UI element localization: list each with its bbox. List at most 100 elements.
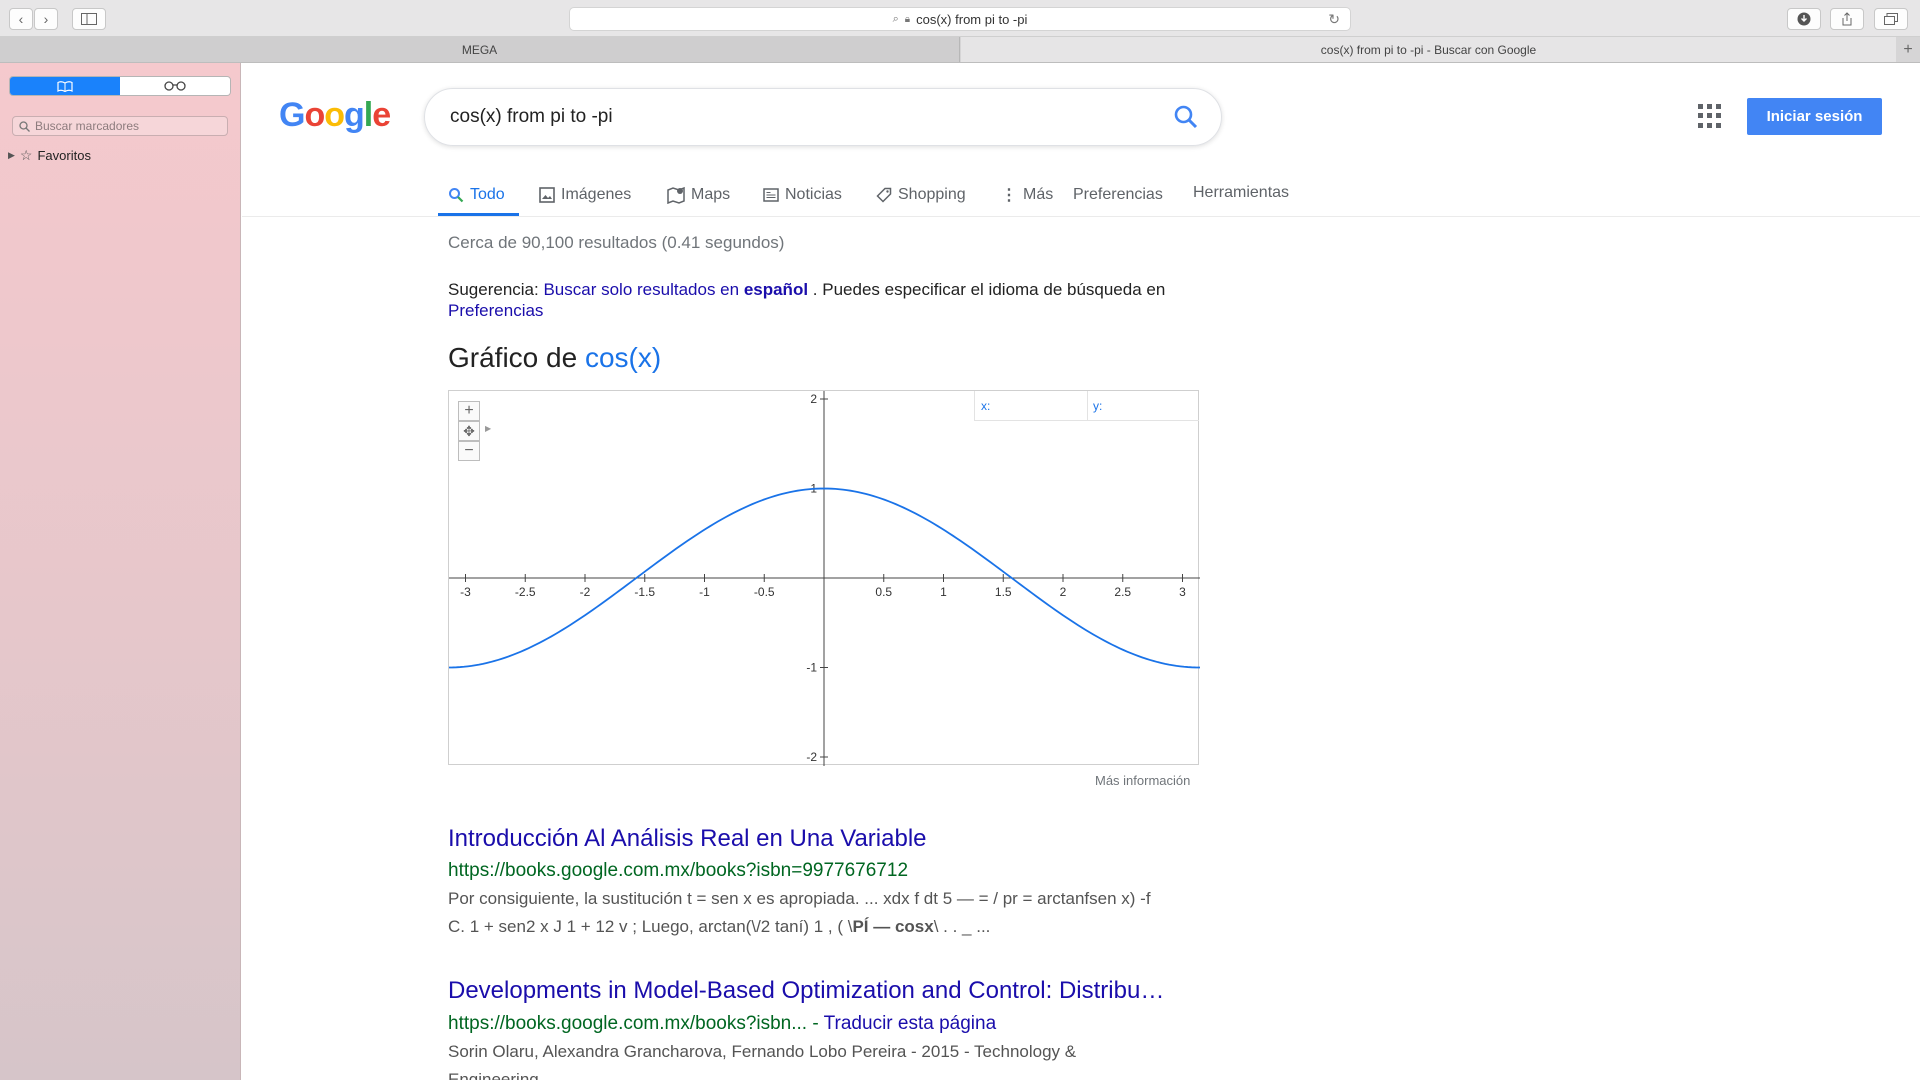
bookmarks-sidebar: Buscar marcadores ▶ ☆ Favoritos <box>0 63 241 1080</box>
tab-mas[interactable]: ⋮ Más <box>1001 176 1053 214</box>
function-graph[interactable]: -3 -2.5 -2 -1.5 -1 -0.5 0.5 1 1.5 2 2.5 3 2 1 -1 -2 x: … <box>448 390 1200 766</box>
tab-label: Shopping <box>898 186 966 203</box>
logo-letter: l <box>363 95 374 134</box>
tab-mega[interactable]: MEGA <box>0 37 960 62</box>
snippet-line: Por consiguiente, la sustitución t = sen… <box>448 889 1151 908</box>
x-tick-label: 1.5 <box>995 585 1012 599</box>
logo-letter: o <box>304 95 325 134</box>
tab-imagenes[interactable]: Imágenes <box>539 176 631 214</box>
bookmarks-search-placeholder: Buscar marcadores <box>35 119 140 133</box>
translate-page-link[interactable]: Traducir esta página <box>823 1013 997 1034</box>
tab-label: Maps <box>691 186 731 203</box>
tab-label: cos(x) from pi to -pi - Buscar con Googl… <box>1320 42 1537 57</box>
pan-button[interactable]: ✥ <box>458 421 480 441</box>
snippet-line: \ . . _ ... <box>933 917 991 936</box>
disclosure-triangle-icon[interactable]: ▶ <box>8 150 15 160</box>
search-query: cos(x) from pi to -pi <box>450 106 613 127</box>
result-title-link[interactable]: Developments in Model-Based Optimization… <box>448 977 1165 1004</box>
language-suggestion: Sugerencia: Buscar solo resultados en es… <box>448 279 1208 321</box>
result-url[interactable]: https://books.google.com.mx/books?isbn=9… <box>448 860 909 881</box>
logo-letter: G <box>279 95 305 134</box>
x-tick-label: 0.5 <box>875 585 892 599</box>
tabs-overview-button[interactable] <box>1874 8 1908 30</box>
graph-title: Gráfico de cos(x) <box>448 342 661 374</box>
x-tick-label: -1 <box>699 585 710 599</box>
glasses-icon <box>164 81 186 91</box>
sidebar-icon <box>81 13 97 25</box>
pan-expand-icon[interactable]: ▶ <box>485 424 492 433</box>
result-stats: Cerca de 90,100 resultados (0.41 segundo… <box>448 233 785 252</box>
tab-shopping[interactable]: Shopping <box>876 176 966 214</box>
new-tab-icon[interactable]: + <box>1903 40 1913 58</box>
tab-maps[interactable]: Maps <box>667 176 730 214</box>
zoom-in-button[interactable]: + <box>458 401 480 421</box>
google-doodle-logo[interactable]: G o o g l e <box>279 92 391 138</box>
forward-button[interactable]: › <box>34 8 58 30</box>
tab-label: Imágenes <box>561 186 632 203</box>
tab-google-search[interactable]: cos(x) from pi to -pi - Buscar con Googl… <box>961 37 1896 62</box>
sidebar-segmented-control <box>9 76 231 96</box>
suggestion-middle: . Puedes especificar el idioma de búsque… <box>812 280 1166 299</box>
graph-title-prefix: Gráfico de <box>448 342 578 373</box>
lock-icon: 🔒︎ <box>904 13 911 25</box>
book-icon <box>57 80 73 92</box>
cos-chart[interactable]: -3 -2.5 -2 -1.5 -1 -0.5 0.5 1 1.5 2 2.5 321-1-2 <box>449 391 1200 766</box>
x-tick-label: 3 <box>1179 585 1186 599</box>
more-vertical-icon: ⋮ <box>1001 187 1017 204</box>
bookmarks-tab[interactable] <box>10 77 120 95</box>
y-readout-label: y: <box>1093 399 1103 413</box>
tab-herramientas[interactable]: Herramientas <box>1193 174 1289 212</box>
spanish-results-link[interactable]: Buscar solo resultados en español <box>543 280 809 299</box>
address-bar[interactable]: ⌕ 🔒︎ cos(x) from pi to -pi ↻ <box>569 7 1351 31</box>
result-snippet: Por consiguiente, la sustitución t = sen… <box>448 885 1203 941</box>
cos-curve <box>449 487 1200 669</box>
zoom-controls: + ✥ − <box>458 401 480 461</box>
image-icon <box>539 187 555 203</box>
tab-noticias[interactable]: Noticias <box>763 176 842 214</box>
tab-label: Noticias <box>785 186 842 203</box>
bookmarks-search-input[interactable]: Buscar marcadores <box>12 116 228 136</box>
zoom-out-button[interactable]: − <box>458 441 480 461</box>
x-tick-label: 2.5 <box>1114 585 1131 599</box>
favorites-folder[interactable]: ▶ ☆ Favoritos <box>8 147 91 164</box>
x-tick-label: -2.5 <box>515 585 536 599</box>
downloads-button[interactable] <box>1787 8 1821 30</box>
logo-letter: e <box>372 95 391 134</box>
tab-todo[interactable]: Todo <box>438 176 519 216</box>
x-readout-label: x: <box>981 399 991 413</box>
graph-function-link[interactable]: cos(x) <box>584 342 662 373</box>
tabs-icon <box>1884 13 1898 25</box>
preferences-link[interactable]: Preferencias <box>448 301 544 320</box>
tab-label: Herramientas <box>1193 184 1290 201</box>
sign-in-button[interactable]: Iniciar sesión <box>1747 98 1882 135</box>
x-tick-label: -3 <box>460 585 471 599</box>
search-input[interactable]: cos(x) from pi to -pi <box>424 88 1222 146</box>
news-icon <box>763 188 779 202</box>
result-title-link[interactable]: Introducción Al Análisis Real en Una Var… <box>448 825 927 852</box>
reading-list-tab[interactable] <box>120 77 230 95</box>
x-tick-label: -2 <box>580 585 591 599</box>
share-button[interactable] <box>1830 8 1864 30</box>
x-tick-label: -0.5 <box>754 585 775 599</box>
search-icon[interactable] <box>1173 104 1199 130</box>
back-button[interactable]: ‹ <box>9 8 33 30</box>
favorites-label: Favoritos <box>37 148 91 163</box>
address-text: cos(x) from pi to -pi <box>916 11 1028 27</box>
result-url-text[interactable]: https://books.google.com.mx/books?isbn..… <box>448 1013 808 1034</box>
logo-letter: o <box>324 95 345 134</box>
tab-preferencias[interactable]: Preferencias <box>1073 176 1163 214</box>
x-tick-label: 1 <box>940 585 947 599</box>
coordinate-readout: x: y: <box>974 391 1199 421</box>
search-icon <box>19 120 30 132</box>
apps-grid-icon[interactable] <box>1698 104 1722 128</box>
sidebar-toggle-button[interactable] <box>72 8 106 30</box>
share-icon <box>1842 12 1852 26</box>
reload-icon[interactable]: ↻ <box>1328 11 1340 27</box>
snippet-line: C. 1 + sen2 x J 1 + 12 v ; Luego, arctan… <box>448 917 853 936</box>
y-tick-label: -1 <box>806 661 817 675</box>
tag-icon <box>876 187 892 203</box>
tab-label: MEGA <box>461 42 498 57</box>
browser-toolbar: ‹ › ⌕ 🔒︎ cos(x) from pi to -pi ↻ <box>0 0 1920 37</box>
result-url: https://books.google.com.mx/books?isbn..… <box>448 1013 997 1034</box>
more-info-link[interactable]: Más información <box>1095 773 1191 788</box>
